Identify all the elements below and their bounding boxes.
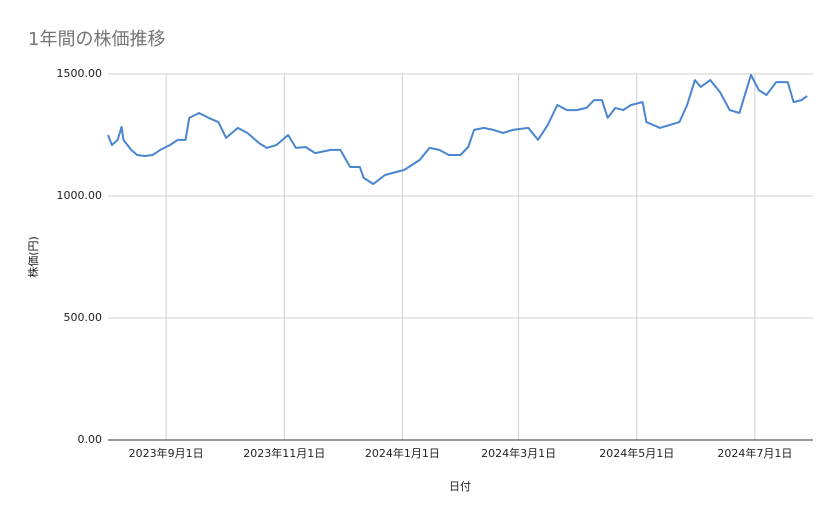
x-axis-label: 日付	[449, 480, 471, 493]
data-line	[107, 74, 808, 185]
x-tick-label: 2024年3月1日	[481, 446, 556, 460]
y-tick-label: 500.00	[64, 311, 103, 324]
x-tick-label: 2024年1月1日	[365, 446, 440, 460]
x-tick-label: 2024年5月1日	[599, 446, 674, 460]
y-tick-label: 1000.00	[57, 189, 103, 202]
y-axis-label: 株価(円)	[26, 236, 40, 278]
y-tick-label: 1500.00	[57, 67, 103, 80]
x-tick-label: 2023年9月1日	[129, 446, 204, 460]
x-tick-label: 2023年11月1日	[243, 446, 325, 460]
chart-title: 1年間の株価推移	[28, 29, 165, 50]
y-tick-label: 0.00	[78, 433, 103, 446]
x-tick-label: 2024年7月1日	[717, 446, 792, 460]
